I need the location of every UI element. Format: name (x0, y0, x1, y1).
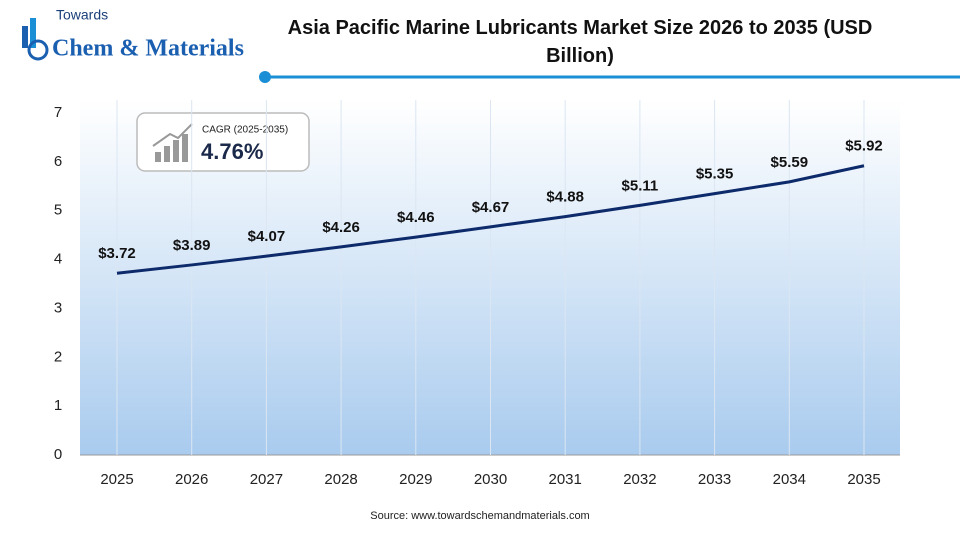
cagr-icon (182, 134, 188, 162)
data-label: $5.59 (771, 154, 809, 171)
x-tick-label: 2031 (549, 471, 582, 488)
data-label: $4.26 (322, 219, 360, 236)
x-tick-label: 2033 (698, 471, 731, 488)
logo-icon (22, 26, 28, 48)
data-label: $3.89 (173, 237, 211, 254)
x-tick-label: 2026 (175, 471, 208, 488)
data-label: $5.35 (696, 166, 734, 183)
y-tick-label: 7 (54, 104, 62, 121)
cagr-value: 4.76% (201, 139, 263, 164)
x-tick-label: 2032 (623, 471, 656, 488)
data-label: $3.72 (98, 245, 136, 262)
x-tick-label: 2028 (324, 471, 357, 488)
data-label: $4.46 (397, 209, 435, 226)
cagr-icon (155, 152, 161, 162)
y-tick-label: 0 (54, 446, 62, 463)
logo: Towards Chem & Materials (22, 7, 244, 62)
logo-icon (27, 39, 49, 61)
x-tick-label: 2035 (847, 471, 880, 488)
source: Source: www.towardschemandmaterials.com (370, 510, 589, 522)
chart-title: Asia Pacific Marine Lubricants Market Si… (287, 17, 873, 67)
data-label: $4.07 (248, 228, 286, 245)
line (116, 164, 865, 275)
x-tick-label: 2034 (773, 471, 806, 488)
data-label: $4.88 (546, 189, 584, 206)
data-label: $4.67 (472, 199, 510, 216)
y-tick-label: 5 (54, 202, 62, 219)
x-tick-label: 2027 (250, 471, 283, 488)
y-tick-label: 6 (54, 153, 62, 170)
y-tick-label: 2 (54, 348, 62, 365)
logo-text: Chem & Materials (52, 36, 244, 62)
data-label: $5.92 (845, 138, 883, 155)
cagr-label: CAGR (2025-2035) (202, 125, 288, 136)
y-tick-label: 3 (54, 299, 62, 316)
y-tick-label: 4 (54, 251, 62, 268)
title-rule-dot (259, 71, 271, 83)
cagr-icon (164, 146, 170, 162)
y-tick-label: 1 (54, 397, 62, 414)
cagr-icon (152, 123, 193, 147)
logo-icon (30, 18, 36, 48)
x-tick-label: 2029 (399, 471, 432, 488)
data-label: $5.11 (622, 177, 659, 194)
cagr-box: CAGR (2025-2035) 4.76% (136, 112, 310, 172)
cagr-icon (173, 140, 179, 162)
logo-text: Towards (56, 7, 108, 23)
x-tick-label: 2030 (474, 471, 507, 488)
x-tick-label: 2025 (100, 471, 133, 488)
